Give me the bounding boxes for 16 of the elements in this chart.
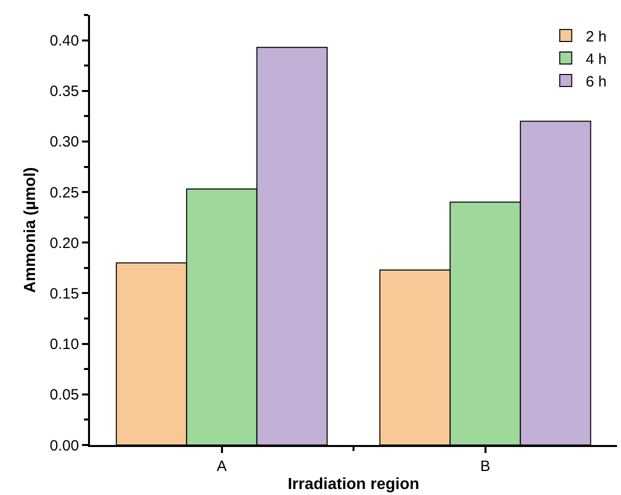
- y-tick-label: 0.10: [50, 336, 79, 354]
- y-tick-label: 0.20: [50, 234, 79, 252]
- x-axis-title: Irradiation region: [288, 476, 420, 494]
- y-tick-label: 0.00: [50, 437, 79, 454]
- y-tick-label: 0.05: [50, 386, 79, 404]
- y-tick-label: 0.30: [50, 134, 79, 151]
- y-tick-label: 0.35: [50, 83, 79, 100]
- x-tick-label: B: [480, 458, 490, 475]
- x-tick-label: A: [216, 458, 227, 475]
- y-tick-label: 0.15: [50, 285, 79, 302]
- legend-label: 4 h: [586, 50, 607, 68]
- y-tick-label: 0.40: [50, 32, 79, 50]
- y-axis-title: Ammonia (µmol): [22, 167, 40, 293]
- legend-label: 2 h: [586, 28, 607, 46]
- y-tick-label: 0.25: [50, 184, 79, 202]
- legend-label: 6 h: [586, 73, 607, 90]
